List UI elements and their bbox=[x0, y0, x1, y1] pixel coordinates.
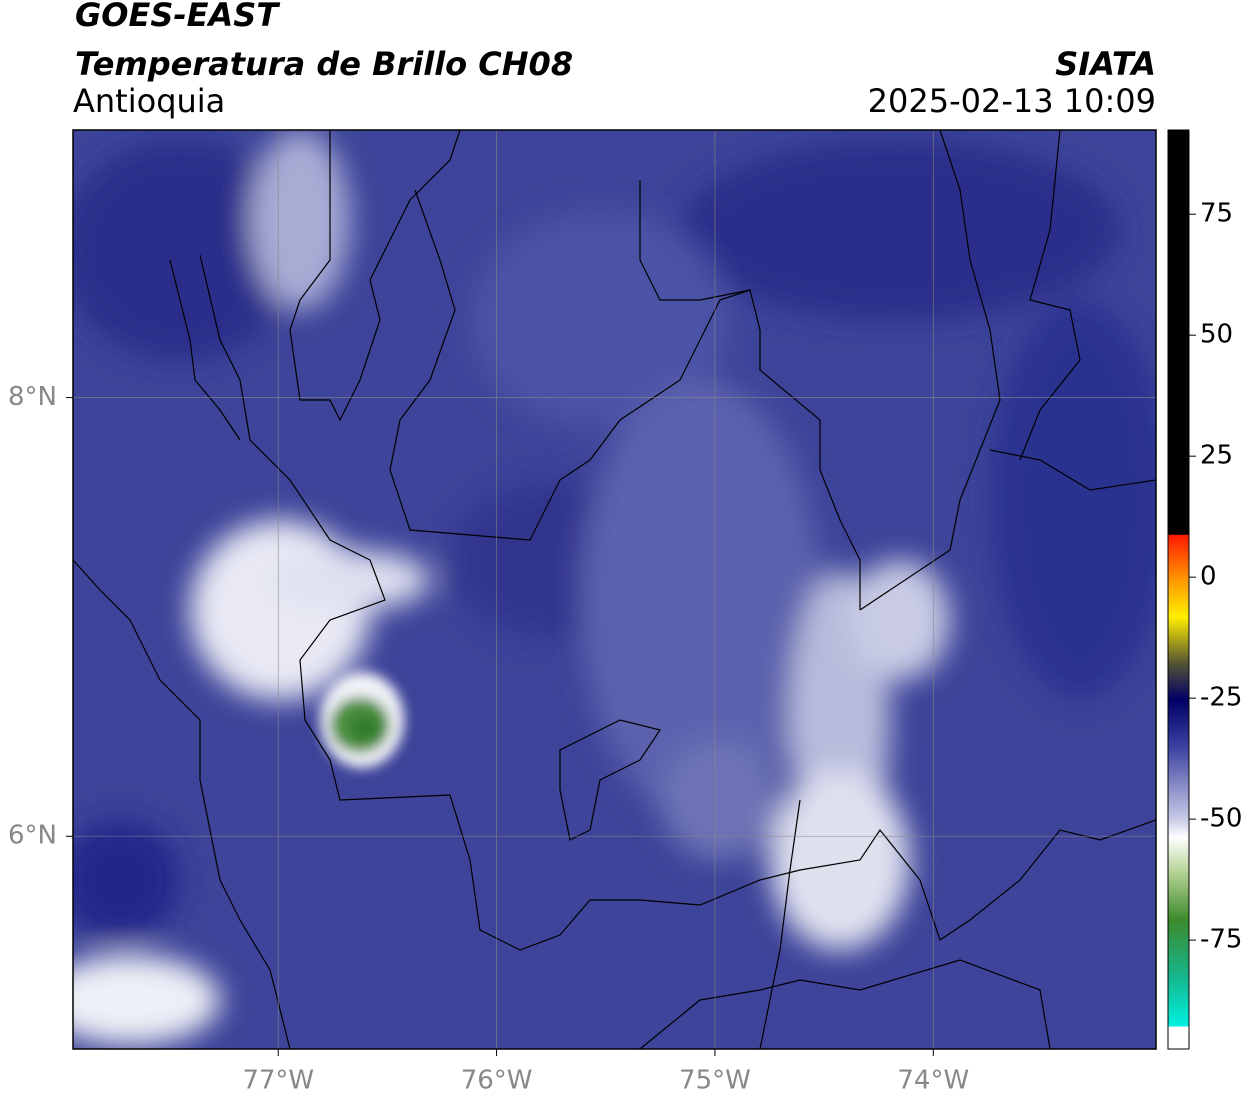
agency: SIATA bbox=[1055, 45, 1156, 83]
x-tick-label: 76°W bbox=[461, 1066, 533, 1096]
x-tick-label: 77°W bbox=[242, 1066, 314, 1096]
colorbar-tick-label: -25 bbox=[1200, 683, 1242, 713]
region: Antioquia bbox=[73, 82, 225, 120]
colorbar-tick-label: 25 bbox=[1200, 441, 1233, 471]
satellite-image bbox=[73, 130, 1156, 1049]
colorbar-tick-label: -50 bbox=[1200, 804, 1242, 834]
graticule bbox=[73, 130, 1156, 1049]
colorbar-tick-label: 50 bbox=[1200, 320, 1233, 350]
map-frame bbox=[72, 129, 1157, 1050]
colorbar-tick-label: 75 bbox=[1200, 199, 1233, 229]
subtitle: Temperatura de Brillo CH08 bbox=[75, 45, 573, 83]
colorbar bbox=[1167, 129, 1190, 1050]
title: GOES-EAST bbox=[75, 0, 280, 34]
borders bbox=[73, 130, 1156, 1049]
colorbar-tick-label: 0 bbox=[1200, 562, 1217, 592]
colorbar-tick-label: -75 bbox=[1200, 925, 1242, 955]
y-tick-label: 8°N bbox=[8, 382, 57, 412]
datetime: 2025-02-13 10:09 bbox=[868, 82, 1156, 120]
x-tick-label: 75°W bbox=[679, 1066, 751, 1096]
y-tick-label: 6°N bbox=[8, 821, 57, 851]
x-tick-label: 74°W bbox=[897, 1066, 969, 1096]
